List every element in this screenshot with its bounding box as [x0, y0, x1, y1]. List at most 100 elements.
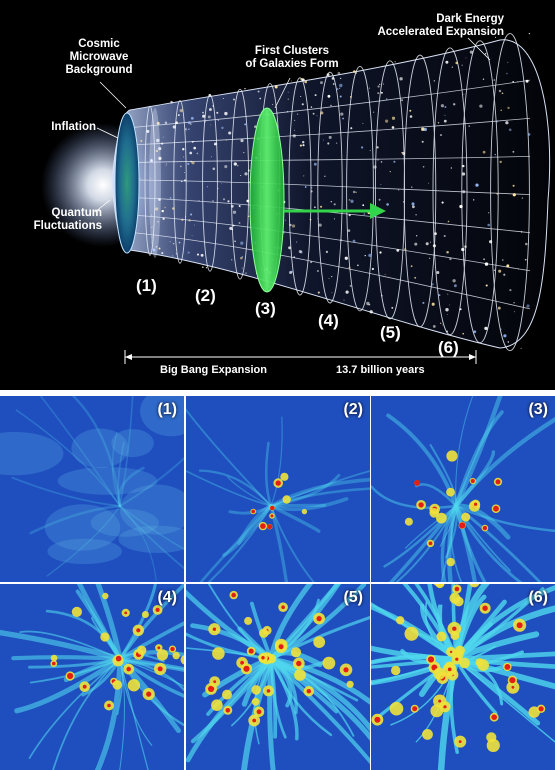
- density-map-4: [0, 584, 184, 770]
- halo-core: [261, 656, 265, 660]
- halo-node: [446, 487, 455, 497]
- filament: [453, 651, 555, 662]
- filament: [268, 656, 339, 714]
- star: [348, 199, 351, 201]
- star: [162, 136, 164, 138]
- star: [296, 241, 298, 243]
- star: [154, 207, 159, 211]
- afterglow-disk: [149, 108, 161, 258]
- star: [202, 111, 204, 114]
- star: [448, 304, 450, 306]
- filament: [119, 505, 184, 550]
- halo-core: [213, 680, 217, 683]
- halo-core: [157, 666, 163, 672]
- filament: [371, 654, 459, 665]
- star: [454, 284, 457, 288]
- simulation-tile-6: (6): [371, 584, 555, 770]
- star: [443, 234, 446, 238]
- filament: [118, 621, 184, 661]
- star: [322, 139, 324, 141]
- star: [373, 111, 375, 113]
- star: [187, 162, 190, 165]
- star: [240, 139, 244, 143]
- filament: [429, 444, 458, 508]
- halo-core: [482, 525, 488, 531]
- star: [368, 87, 370, 89]
- halo-node: [396, 616, 405, 625]
- filament: [14, 656, 123, 714]
- star: [248, 215, 250, 217]
- halo-core: [449, 650, 453, 654]
- star: [441, 201, 444, 204]
- star: [291, 224, 296, 228]
- halo-node: [280, 472, 289, 481]
- star: [189, 151, 193, 155]
- star: [483, 258, 485, 261]
- halo-node: [461, 512, 471, 522]
- simulation-grid: (1) (2) (3) (4) (5) (6): [0, 396, 555, 770]
- cone-ring: [288, 77, 312, 296]
- star: [500, 109, 502, 112]
- star: [221, 183, 222, 185]
- star: [161, 209, 164, 213]
- filament: [453, 656, 555, 669]
- filament: [270, 416, 283, 507]
- star: [317, 218, 319, 220]
- quantum-fluctuations-label: Quantum Fluctuations: [33, 207, 102, 232]
- star: [259, 97, 262, 100]
- star: [155, 245, 158, 248]
- halo-core: [240, 660, 244, 665]
- halo-core: [256, 709, 262, 715]
- star: [330, 200, 333, 203]
- halo-core: [126, 666, 131, 672]
- star: [455, 61, 458, 65]
- star: [500, 328, 502, 330]
- star: [190, 116, 194, 120]
- halo-core: [459, 522, 466, 529]
- star: [236, 164, 239, 167]
- halo-core: [418, 502, 424, 508]
- star: [171, 255, 174, 257]
- star: [398, 189, 400, 191]
- star: [428, 182, 429, 184]
- star: [247, 169, 250, 172]
- simulation-tile-5: (5): [186, 584, 370, 770]
- star: [512, 184, 515, 187]
- star: [190, 213, 193, 216]
- halo-node: [322, 656, 336, 670]
- cmb-label: Cosmic Microwave Background: [65, 38, 133, 76]
- star: [325, 250, 329, 254]
- star: [183, 156, 185, 158]
- halo-node: [212, 647, 225, 660]
- filament: [440, 505, 457, 582]
- filament: [269, 504, 289, 582]
- halo-node: [429, 508, 439, 518]
- cone-grid-line: [131, 79, 531, 128]
- star: [494, 153, 496, 156]
- star: [290, 270, 293, 273]
- star: [459, 308, 462, 311]
- star: [194, 224, 195, 226]
- star: [165, 165, 167, 166]
- star: [524, 258, 527, 261]
- expansion-arrow: [284, 203, 386, 219]
- star: [363, 213, 366, 215]
- star: [139, 178, 141, 179]
- cone-grid-line: [131, 179, 531, 195]
- star: [352, 190, 356, 194]
- halo-node: [50, 654, 58, 662]
- star: [182, 148, 185, 151]
- star: [248, 181, 250, 184]
- halo-core: [252, 718, 257, 723]
- star: [172, 125, 176, 129]
- star: [257, 90, 260, 93]
- filament: [269, 503, 327, 508]
- filament: [119, 658, 149, 770]
- halo-core: [509, 677, 516, 684]
- star: [207, 115, 211, 119]
- star: [402, 152, 406, 155]
- halo-node: [313, 636, 326, 648]
- star: [380, 183, 382, 185]
- star: [514, 311, 516, 313]
- star: [509, 288, 512, 292]
